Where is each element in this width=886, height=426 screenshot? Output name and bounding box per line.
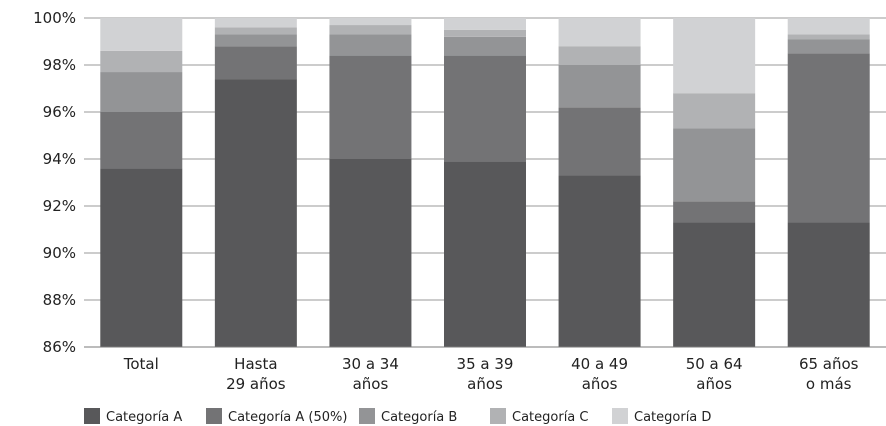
bar-segment xyxy=(787,222,870,347)
bar-segment xyxy=(444,18,526,30)
bar-segment xyxy=(673,93,756,129)
x-category-label: Hasta xyxy=(234,355,277,373)
bar-segment xyxy=(214,46,297,80)
x-category-label: 65 años xyxy=(799,355,859,373)
x-category-label: 50 a 64 xyxy=(686,355,743,373)
legend-label: Categoría A xyxy=(106,410,182,425)
bar-segment xyxy=(787,34,870,40)
bar-segment xyxy=(444,36,526,56)
legend-label: Categoría A (50%) xyxy=(228,410,347,425)
legend-swatch xyxy=(84,408,100,424)
legend-label: Categoría C xyxy=(512,410,588,425)
x-category-label: años xyxy=(696,375,732,393)
y-tick-label: 96% xyxy=(43,103,76,121)
bar-segment xyxy=(329,25,412,35)
legend-swatch xyxy=(612,408,628,424)
bar-segment xyxy=(214,34,297,47)
bar-segment xyxy=(787,39,870,54)
bar-segment xyxy=(558,107,641,176)
bar-segment xyxy=(329,18,412,26)
y-axis: 86% 88% 90% 92% 94% 96% 98% 100% xyxy=(33,9,76,356)
bar-segment xyxy=(100,168,183,347)
bar-segment xyxy=(329,34,412,56)
x-category-label: o más xyxy=(806,375,852,393)
legend-label: Categoría D xyxy=(634,410,711,425)
x-axis: Total Hasta 29 años 30 a 34 años 35 a 39 años 4… xyxy=(84,346,886,393)
x-category-label: Total xyxy=(123,355,159,373)
bar-segment xyxy=(787,18,870,35)
bar-segment xyxy=(558,46,641,65)
bar-segment xyxy=(673,18,756,94)
bar-segment xyxy=(214,27,297,35)
y-tick-label: 86% xyxy=(43,338,76,356)
y-tick-label: 88% xyxy=(43,291,76,309)
bar-segment xyxy=(558,18,641,47)
bar-segment xyxy=(787,53,870,223)
y-tick-label: 100% xyxy=(33,9,76,27)
y-tick-label: 98% xyxy=(43,56,76,74)
bar-segment xyxy=(214,79,297,347)
bar-segment xyxy=(100,50,183,73)
bar-segment xyxy=(444,29,526,37)
y-tick-label: 94% xyxy=(43,150,76,168)
bar-segment xyxy=(673,128,756,202)
x-category-label: 40 a 49 xyxy=(571,355,628,373)
bar-segment xyxy=(444,161,526,347)
x-category-label: 29 años xyxy=(226,375,286,393)
x-category-label: años xyxy=(582,375,618,393)
x-category-label: 30 a 34 xyxy=(342,355,399,373)
bar-segment xyxy=(558,65,641,108)
legend-swatch xyxy=(490,408,506,424)
x-category-label: años xyxy=(353,375,389,393)
bar-segment xyxy=(673,201,756,223)
legend-swatch xyxy=(359,408,375,424)
bar-segment xyxy=(214,18,297,28)
bar-segment xyxy=(673,222,756,347)
legend: Categoría A Categoría A (50%) Categoría B C… xyxy=(84,408,711,425)
bar-segment xyxy=(444,55,526,162)
bar-segment xyxy=(558,175,641,347)
x-category-label: años xyxy=(467,375,503,393)
bar-segment xyxy=(329,55,412,159)
bar-segment xyxy=(100,72,183,112)
legend-label: Categoría B xyxy=(381,410,457,425)
bar-segment xyxy=(100,18,183,51)
legend-swatch xyxy=(206,408,222,424)
x-category-label: 35 a 39 xyxy=(457,355,514,373)
y-tick-label: 92% xyxy=(43,197,76,215)
bar-segment xyxy=(329,159,412,347)
bar-segment xyxy=(100,112,183,169)
bars xyxy=(100,18,870,347)
y-tick-label: 90% xyxy=(43,244,76,262)
